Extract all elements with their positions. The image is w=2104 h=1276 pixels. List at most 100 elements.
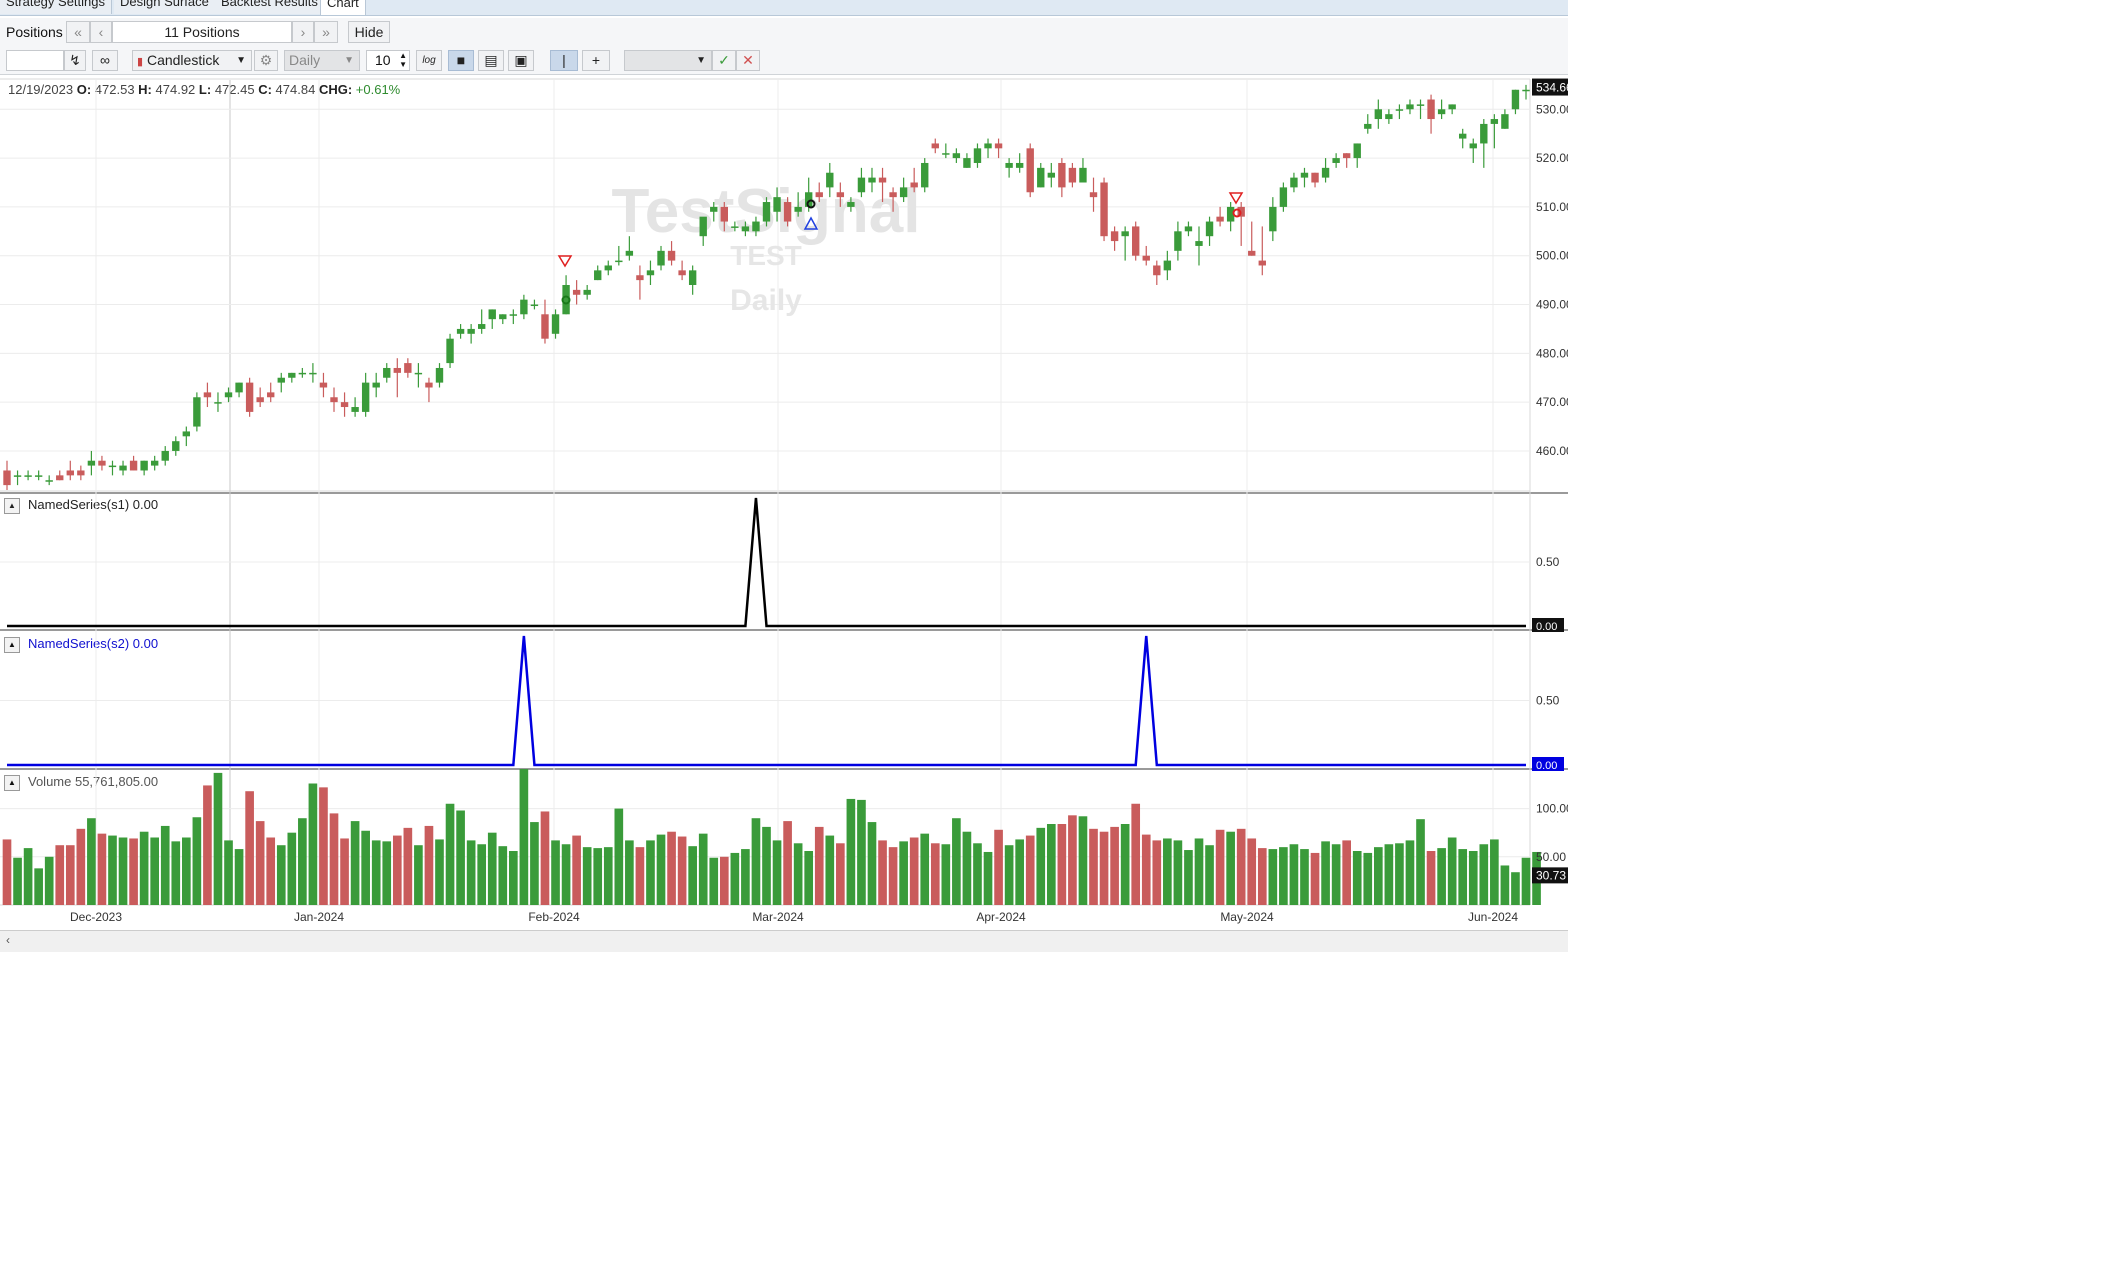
candle-body — [245, 382, 254, 412]
candle-body — [77, 470, 85, 476]
volume-bar — [298, 818, 307, 905]
s2-line — [7, 635, 1526, 767]
lightning-button[interactable]: ↯ — [64, 50, 86, 71]
candle-body — [1132, 226, 1140, 256]
candle-body — [1353, 143, 1361, 159]
chart-settings-button[interactable]: ⚙ — [254, 50, 278, 71]
volume-bar — [245, 791, 254, 905]
volume-bar — [350, 821, 360, 905]
s1-last-label: 0.00 — [1536, 621, 1557, 633]
volume-bar — [203, 785, 212, 905]
volume-bar — [698, 833, 708, 905]
volume-bar — [1257, 848, 1267, 905]
last-position-button[interactable]: » — [314, 21, 338, 43]
candle-body — [1342, 153, 1351, 159]
volume-bar — [646, 840, 655, 905]
positions-label: Positions — [6, 24, 63, 40]
s2-tick-label: 0.50 — [1536, 694, 1560, 708]
candle-body — [1184, 226, 1193, 232]
scroll-left-icon[interactable]: ‹ — [6, 933, 10, 947]
horizontal-scrollbar[interactable]: ‹ — [0, 930, 1568, 952]
candle-body — [351, 407, 359, 412]
collapse-triangle-icon[interactable]: ▲ — [4, 497, 20, 514]
bar-spacing-stepper[interactable]: 10 ▲ ▼ — [366, 50, 410, 71]
drawing-select[interactable]: ▼ — [624, 50, 712, 71]
volume-bar — [561, 844, 571, 905]
candle-body — [667, 250, 676, 261]
volume-bar — [108, 835, 117, 905]
volume-bar — [1215, 829, 1225, 905]
symbol-input[interactable] — [6, 50, 64, 71]
volume-bar — [23, 848, 33, 905]
candle-body — [773, 197, 781, 212]
candle-body — [520, 299, 528, 315]
link-button[interactable]: ∞ — [92, 50, 118, 71]
chart-style-select[interactable]: ▮ Candlestick ▼ — [132, 50, 252, 71]
volume-bar — [941, 844, 951, 905]
candle-body — [604, 265, 612, 271]
candle-body — [1163, 260, 1172, 271]
volume-bar — [1511, 872, 1520, 905]
open-value: 472.53 — [94, 82, 135, 97]
candle-body — [1079, 167, 1087, 183]
volume-bar — [952, 818, 961, 905]
volume-bar — [994, 829, 1003, 905]
price-chart[interactable]: TestSignal TEST Daily 530.00520.00510.00… — [0, 0, 1568, 930]
candle-body — [551, 314, 560, 334]
volume-bar — [867, 822, 877, 905]
pane-button-3[interactable]: ▣ — [508, 50, 534, 71]
crosshair-tool[interactable]: + — [582, 50, 610, 71]
log-scale-button[interactable]: log — [416, 50, 442, 71]
first-position-button[interactable]: « — [66, 21, 90, 43]
collapse-triangle-icon[interactable]: ▲ — [4, 636, 20, 653]
candle-body — [267, 392, 275, 398]
candle-body — [24, 475, 32, 477]
volume-bar — [1205, 845, 1214, 905]
candle-body — [783, 202, 792, 222]
volume-bar — [1110, 826, 1119, 905]
volume-bar — [572, 835, 581, 905]
candle-body — [805, 192, 813, 207]
candle-body — [1364, 123, 1372, 129]
chevron-left-icon: ‹ — [98, 24, 104, 40]
volume-bar — [456, 810, 465, 905]
check-icon: ✓ — [718, 52, 730, 68]
prev-position-button[interactable]: ‹ — [90, 21, 112, 43]
candle-body — [1321, 167, 1330, 178]
candle-body — [1374, 109, 1383, 120]
candle-body — [889, 192, 897, 198]
pane-button-1[interactable]: ■ — [448, 50, 474, 71]
volume-bar — [930, 843, 940, 905]
candle-body — [562, 285, 570, 315]
cancel-button[interactable]: ✕ — [736, 50, 760, 71]
entry-marker — [561, 295, 571, 305]
candle-body — [1058, 162, 1066, 188]
candle-body — [572, 289, 581, 295]
candle-body — [224, 392, 233, 398]
tab-strategy-settings[interactable]: Strategy Settings — [0, 0, 112, 14]
candle-body — [646, 270, 655, 276]
vertical-line-tool[interactable]: | — [550, 50, 578, 71]
pane-button-2[interactable]: ▤ — [478, 50, 504, 71]
s2-last-label: 0.00 — [1536, 760, 1557, 772]
scale-value: Daily — [289, 52, 321, 68]
scale-select[interactable]: Daily ▼ — [284, 50, 360, 71]
candle-body — [1248, 250, 1256, 256]
collapse-triangle-icon[interactable]: ▲ — [4, 774, 20, 791]
candle-body — [108, 465, 117, 468]
confirm-button[interactable]: ✓ — [712, 50, 736, 71]
s1-series — [7, 497, 1526, 628]
hide-button[interactable]: Hide — [348, 21, 390, 43]
volume-bar — [962, 831, 972, 905]
bar-spacing-value: 10 — [375, 52, 391, 68]
next-position-button[interactable]: › — [292, 21, 314, 43]
tab-chart[interactable]: Chart — [320, 0, 366, 15]
chevron-down-icon: ▼ — [344, 55, 354, 66]
candle-body — [699, 216, 707, 237]
price-tick-label: 500.00 — [1536, 249, 1568, 263]
volume-bar — [804, 851, 814, 905]
chart-grid — [0, 78, 1568, 906]
volume-bar — [276, 845, 286, 905]
volume-bar — [129, 838, 138, 905]
volume-bar — [909, 837, 919, 905]
